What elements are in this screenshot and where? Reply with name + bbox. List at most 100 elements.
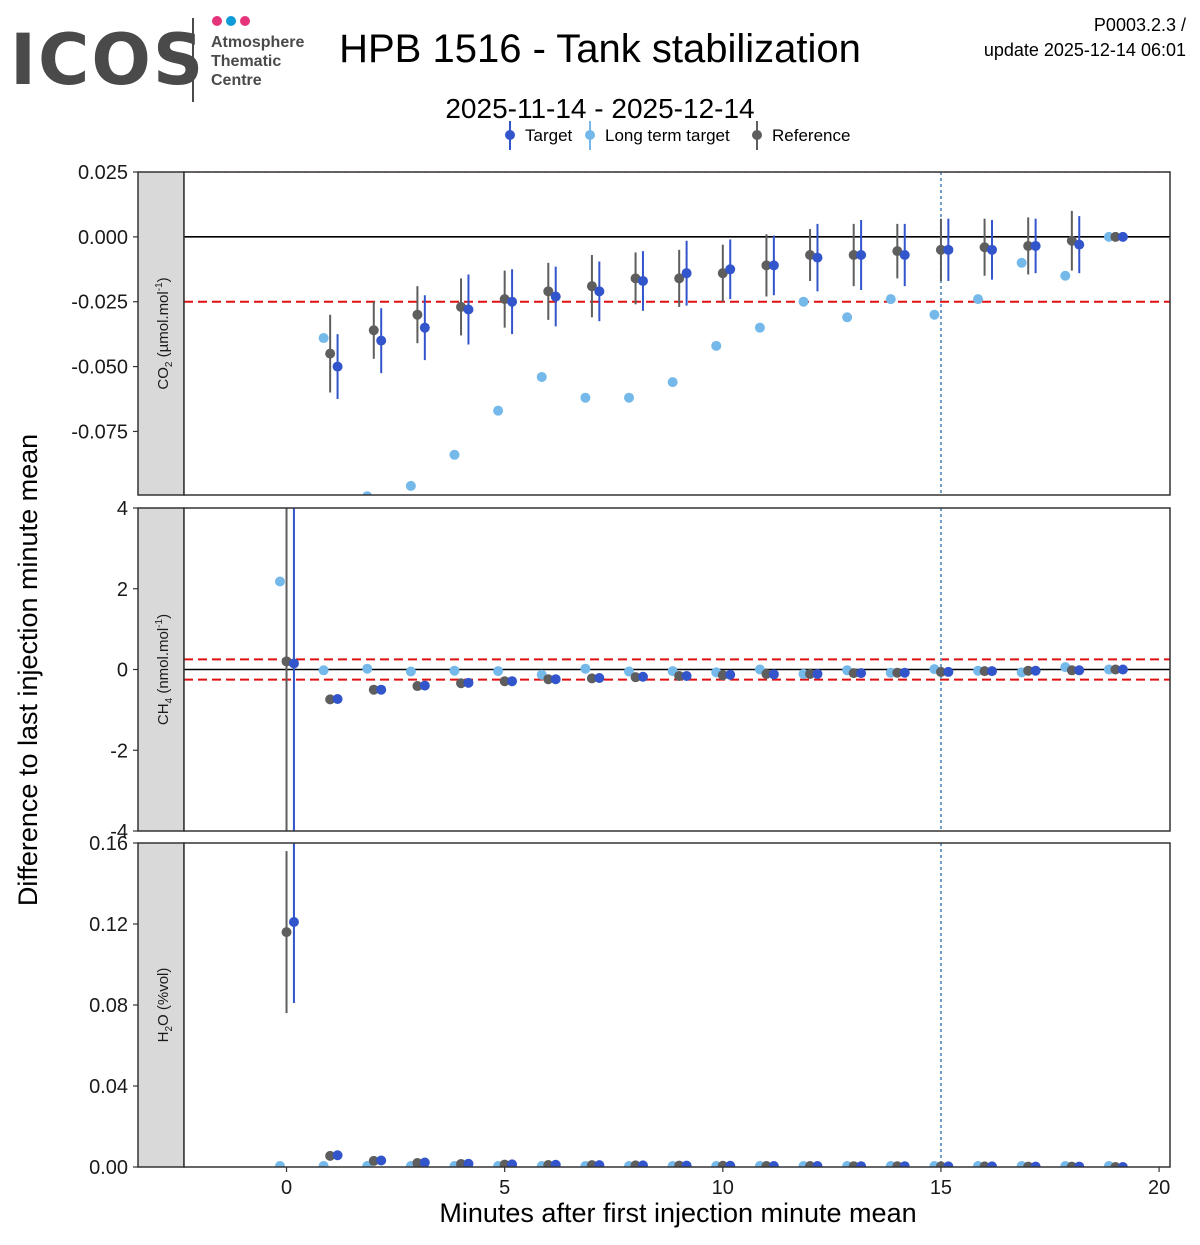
data-point	[419, 322, 430, 333]
data-point	[768, 260, 779, 271]
data-point	[761, 260, 772, 271]
y-tick-label: -2	[110, 740, 128, 762]
data-point	[929, 309, 940, 320]
data-point	[543, 674, 554, 685]
strip-main: CH	[155, 703, 172, 725]
data-point	[943, 666, 954, 677]
data-point	[274, 1160, 285, 1167]
data-point	[805, 668, 816, 679]
data-point	[798, 296, 809, 307]
data-point	[325, 1150, 336, 1161]
data-point	[1030, 1161, 1041, 1167]
data-point	[1016, 257, 1027, 268]
panel-background	[184, 843, 1170, 1167]
data-point	[318, 333, 329, 344]
data-point	[892, 246, 903, 257]
data-point	[935, 666, 946, 677]
data-point	[507, 676, 518, 687]
x-tick-label: 5	[499, 1177, 510, 1199]
data-point	[281, 927, 292, 938]
strip-sup: -1	[154, 282, 165, 291]
data-point	[368, 325, 379, 336]
data-point	[856, 668, 867, 679]
data-point	[1023, 665, 1034, 676]
data-point	[1030, 240, 1041, 251]
series-target	[288, 843, 1128, 1167]
data-point	[973, 294, 984, 305]
panel-data	[274, 843, 1128, 1167]
version-label: P0003.2.3 /	[1094, 15, 1186, 35]
y-tick-label: 0.00	[89, 1157, 128, 1179]
legend-key-point	[505, 130, 515, 140]
strip-main: CO	[155, 367, 172, 390]
data-point	[493, 405, 504, 416]
panel-data	[184, 508, 1170, 831]
legend-key-point	[585, 130, 595, 140]
data-point	[419, 680, 430, 691]
data-point	[1066, 665, 1077, 676]
data-point	[376, 684, 387, 695]
y-tick-label: 0.08	[89, 995, 128, 1017]
x-tick-label: 0	[281, 1177, 292, 1199]
x-tick-label: 20	[1148, 1177, 1170, 1199]
logo-dot-2	[226, 16, 236, 26]
data-point	[935, 244, 946, 255]
panel-strip	[137, 507, 185, 832]
series-target	[332, 216, 1128, 400]
data-point	[412, 681, 423, 692]
data-point	[463, 677, 474, 688]
y-tick-label: 4	[117, 498, 128, 520]
series-reference	[281, 508, 1121, 831]
panel-strip-label: CH4 (nmol.mol-1)	[154, 614, 175, 725]
y-tick-label: 0.12	[89, 914, 128, 936]
data-point	[368, 684, 379, 695]
data-point	[899, 667, 910, 678]
data-point	[1030, 665, 1041, 676]
strip-sub: 2	[164, 1026, 175, 1032]
panel-1: CO2 (µmol.mol-1) -0.075 -0.050 -0.025 0.000 0…	[71, 162, 1171, 496]
data-point	[1110, 231, 1121, 242]
legend-label: Reference	[772, 126, 850, 145]
logo-dot-1	[212, 16, 222, 26]
strip-sup: -1	[154, 618, 165, 627]
legend-item-long-term-target: Long term target	[585, 121, 730, 150]
data-point	[594, 672, 605, 683]
y-tick-label: 0.000	[78, 227, 128, 249]
logo-sub-1: Atmosphere	[211, 34, 304, 51]
data-point	[419, 1157, 430, 1167]
data-point	[761, 668, 772, 679]
data-point	[725, 264, 736, 275]
data-point	[892, 667, 903, 678]
y-axis-label: Difference to last injection minute mean	[13, 434, 43, 906]
series-reference	[325, 210, 1121, 393]
data-point	[412, 309, 423, 320]
data-point	[717, 670, 728, 681]
data-point	[412, 1157, 423, 1167]
icos-logo: ICOS Atmosphere Thematic Centre	[10, 16, 304, 102]
data-point	[1066, 1161, 1077, 1167]
data-point	[986, 666, 997, 677]
panel-border	[183, 171, 1171, 496]
data-point	[725, 669, 736, 680]
data-point	[637, 275, 648, 286]
data-point	[288, 916, 299, 927]
data-point	[318, 1160, 329, 1167]
data-point	[856, 1161, 867, 1167]
data-point	[507, 1159, 518, 1167]
data-point	[1023, 240, 1034, 251]
data-point	[1110, 664, 1121, 675]
y-tick-label: 0.16	[89, 833, 128, 855]
legend-label: Target	[525, 126, 573, 145]
data-point	[586, 281, 597, 292]
data-point	[594, 1160, 605, 1167]
y-tick-label: -0.075	[71, 421, 128, 443]
x-axis-label: Minutes after first injection minute mea…	[439, 1198, 916, 1228]
data-point	[586, 673, 597, 684]
data-point	[376, 1155, 387, 1166]
data-point	[332, 361, 343, 372]
panel-strip	[137, 171, 185, 496]
data-point	[711, 340, 722, 351]
y-tick-label: -0.025	[71, 292, 128, 314]
data-point	[624, 666, 635, 677]
data-point	[405, 666, 416, 677]
